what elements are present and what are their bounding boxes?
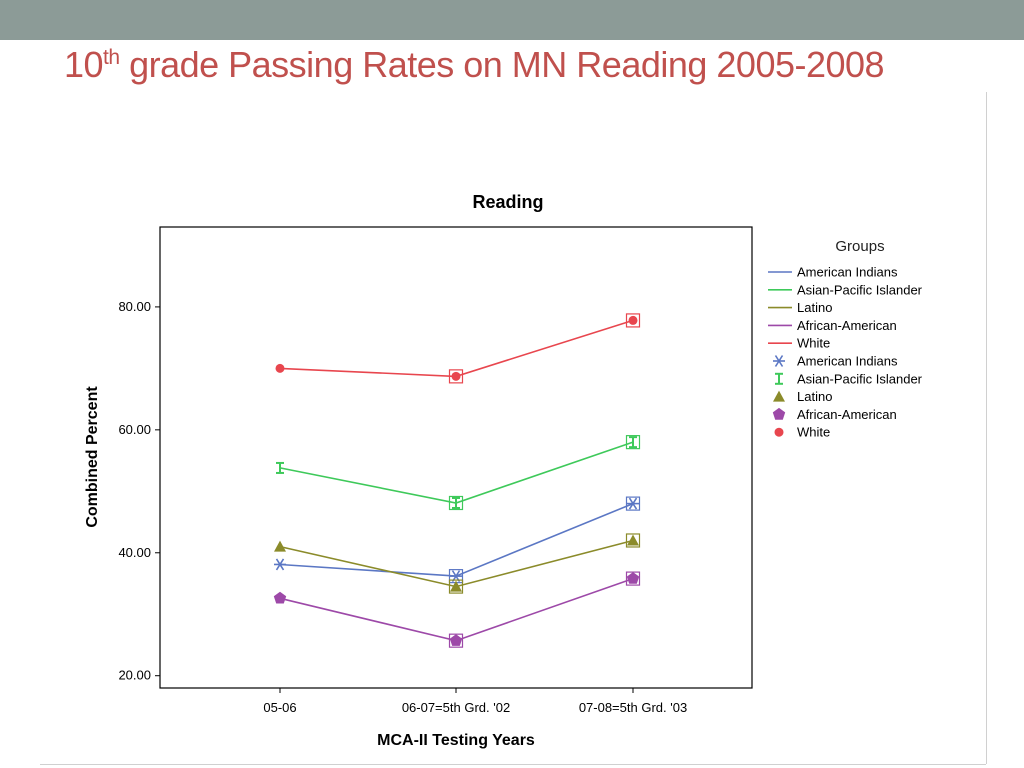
series-white bbox=[275, 313, 641, 384]
chart-title: Reading bbox=[472, 192, 543, 212]
data-point bbox=[628, 315, 638, 325]
data-point bbox=[275, 363, 285, 373]
legend-label: White bbox=[797, 336, 830, 351]
legend-label: American Indians bbox=[797, 354, 898, 369]
data-point-frame bbox=[448, 579, 464, 594]
right-divider bbox=[986, 92, 987, 764]
data-point bbox=[452, 496, 460, 509]
bottom-divider bbox=[40, 764, 986, 765]
legend-marker-swatch bbox=[773, 390, 785, 402]
data-point-frame bbox=[625, 571, 641, 586]
legend-label: White bbox=[797, 425, 830, 440]
legend-label: African-American bbox=[797, 318, 897, 333]
x-axis-label: MCA-II Testing Years bbox=[377, 732, 535, 749]
x-axis: 05-06 06-07=5th Grd. '02 07-08=5th Grd. '0… bbox=[263, 688, 687, 715]
legend-marker-swatch bbox=[772, 407, 786, 420]
data-point bbox=[274, 540, 286, 552]
data-point-frame bbox=[448, 369, 464, 384]
series-group bbox=[273, 313, 641, 648]
data-point bbox=[276, 461, 284, 474]
x-tick-label: 06-07=5th Grd. '02 bbox=[402, 700, 510, 715]
y-axis: 20.00 40.00 60.00 80.00 bbox=[118, 299, 160, 683]
data-point-frame bbox=[448, 495, 464, 511]
legend-marker-swatch bbox=[773, 355, 785, 367]
legend-label: Asian-Pacific Islander bbox=[797, 282, 923, 297]
slide-title: 10th grade Passing Rates on MN Reading 2… bbox=[64, 44, 885, 85]
top-accent-bar bbox=[0, 0, 1024, 40]
data-point-frame bbox=[625, 533, 641, 548]
data-point-frame bbox=[625, 313, 641, 328]
data-point bbox=[450, 580, 462, 592]
data-point-frame bbox=[448, 633, 464, 648]
x-tick-label: 07-08=5th Grd. '03 bbox=[579, 700, 687, 715]
data-point bbox=[629, 436, 637, 449]
plot-area bbox=[159, 226, 753, 689]
legend-marker-swatch bbox=[775, 372, 783, 385]
series-asian-pacific-islander bbox=[276, 435, 641, 511]
y-tick-label: 20.00 bbox=[118, 668, 151, 683]
data-point bbox=[626, 572, 640, 584]
data-point-frame bbox=[625, 435, 641, 450]
legend: Groups American Indians Asian-Pacific Isl… bbox=[768, 238, 923, 440]
data-point bbox=[627, 497, 639, 510]
data-point bbox=[449, 634, 463, 646]
legend-label: Asian-Pacific Islander bbox=[797, 371, 923, 386]
data-point bbox=[273, 591, 287, 604]
data-point bbox=[274, 558, 286, 571]
data-point bbox=[627, 534, 639, 546]
legend-label: American Indians bbox=[797, 265, 898, 280]
y-axis-label: Combined Percent bbox=[84, 386, 101, 528]
series-african-american bbox=[273, 571, 641, 648]
legend-title: Groups bbox=[835, 238, 884, 255]
y-tick-label: 60.00 bbox=[118, 422, 151, 437]
series-american-indians bbox=[274, 496, 641, 584]
legend-label: Latino bbox=[797, 300, 832, 315]
y-tick-label: 40.00 bbox=[118, 545, 151, 560]
y-tick-label: 80.00 bbox=[118, 299, 151, 314]
legend-marker-swatch bbox=[774, 427, 784, 437]
data-point-frame bbox=[625, 496, 641, 511]
legend-label: Latino bbox=[797, 389, 832, 404]
x-tick-label: 05-06 bbox=[263, 700, 296, 715]
legend-label: African-American bbox=[797, 407, 897, 422]
series-latino bbox=[274, 533, 641, 594]
data-point bbox=[451, 371, 461, 381]
